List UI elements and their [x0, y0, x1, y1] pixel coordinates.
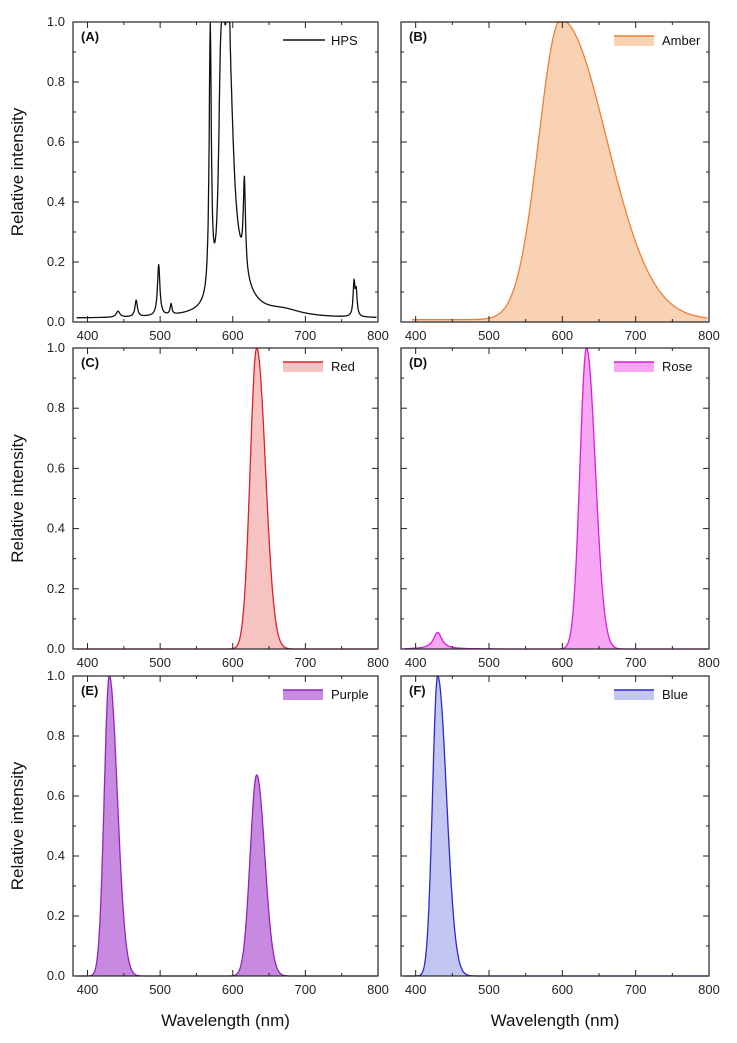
y-tick-label: 1.0: [47, 668, 65, 683]
x-tick-label: 500: [149, 982, 171, 997]
y-tick-label: 0.4: [47, 848, 65, 863]
x-tick-label: 400: [77, 982, 99, 997]
x-tick-label: 400: [77, 328, 99, 343]
series-line: [76, 21, 377, 319]
x-tick-label: 500: [478, 982, 500, 997]
series-area: [404, 348, 708, 649]
y-axis-title: Relative intensity: [8, 761, 27, 890]
series-line: [404, 347, 708, 650]
legend-label: HPS: [331, 33, 358, 48]
y-tick-label: 0.8: [47, 400, 65, 415]
x-tick-label: 400: [405, 982, 427, 997]
panel-5: 400 500 600 700 800 0.0 0.2 0.4 0.6 0.8 1.0 Relativ…: [8, 668, 389, 1030]
plot-frame: [72, 347, 379, 650]
y-tick-label: 0.2: [47, 254, 65, 269]
y-tick-label: 0.4: [47, 521, 65, 536]
x-tick-label: 700: [295, 328, 317, 343]
series-area: [412, 22, 708, 322]
legend-swatch: [614, 690, 654, 700]
y-axis-title: Relative intensity: [8, 434, 27, 563]
legend-swatch: [614, 36, 654, 46]
x-axis-title: Wavelength (nm): [491, 1011, 620, 1030]
x-tick-label: 800: [367, 982, 389, 997]
y-tick-label: 0.8: [47, 74, 65, 89]
legend-label: Amber: [662, 33, 701, 48]
series-area: [404, 676, 708, 976]
x-tick-label: 600: [222, 982, 244, 997]
x-tick-label: 600: [551, 328, 573, 343]
panel-label: (A): [81, 29, 99, 44]
legend-label: Red: [331, 359, 355, 374]
x-tick-label: 700: [295, 982, 317, 997]
legend-swatch: [283, 690, 323, 700]
x-tick-label: 600: [551, 982, 573, 997]
y-tick-label: 0.0: [47, 314, 65, 329]
y-tick-label: 0.0: [47, 641, 65, 656]
x-tick-label: 700: [295, 655, 317, 670]
plot-frame: [400, 347, 710, 650]
y-tick-label: 0.6: [47, 460, 65, 475]
x-tick-label: 400: [77, 655, 99, 670]
legend-swatch: [614, 362, 654, 372]
y-tick-label: 0.0: [47, 968, 65, 983]
panel-label: (C): [81, 355, 99, 370]
legend-swatch: [283, 362, 323, 372]
x-tick-label: 500: [149, 328, 171, 343]
x-tick-label: 800: [698, 328, 720, 343]
x-tick-label: 500: [149, 655, 171, 670]
x-tick-label: 500: [478, 328, 500, 343]
panel-label: (E): [81, 683, 98, 698]
x-tick-label: 500: [478, 655, 500, 670]
y-tick-label: 0.4: [47, 194, 65, 209]
y-tick-label: 0.6: [47, 788, 65, 803]
x-tick-label: 400: [405, 328, 427, 343]
x-tick-label: 800: [698, 982, 720, 997]
x-tick-label: 800: [698, 655, 720, 670]
plot-frame: [72, 21, 379, 323]
legend-label: Rose: [662, 359, 692, 374]
panel-6: 400 500 600 700 800 Wavelength (nm) (F) Blue: [400, 675, 720, 1030]
panel-label: (D): [409, 355, 427, 370]
x-tick-label: 800: [367, 328, 389, 343]
x-tick-label: 700: [625, 982, 647, 997]
y-tick-label: 1.0: [47, 340, 65, 355]
x-tick-label: 600: [551, 655, 573, 670]
x-axis-title: Wavelength (nm): [161, 1011, 290, 1030]
y-tick-label: 0.8: [47, 728, 65, 743]
x-tick-label: 700: [625, 328, 647, 343]
series-line: [76, 347, 377, 650]
x-tick-label: 600: [222, 328, 244, 343]
series-area: [76, 676, 377, 976]
y-axis-title: Relative intensity: [8, 107, 27, 236]
x-tick-label: 600: [222, 655, 244, 670]
legend-label: Purple: [331, 687, 369, 702]
panel-label: (F): [409, 683, 426, 698]
panel-1: 400 500 600 700 800 0.0 0.2 0.4 0.6 0.8 1.0 Relativ…: [8, 14, 389, 343]
series-area: [76, 348, 377, 649]
legend-label: Blue: [662, 687, 688, 702]
x-tick-label: 700: [625, 655, 647, 670]
panel-2: 400 500 600 700 800 (B) Amber: [400, 21, 720, 343]
panel-3: 400 500 600 700 800 0.0 0.2 0.4 0.6 0.8 1.0 Relativ…: [8, 340, 389, 670]
panel-label: (B): [409, 29, 427, 44]
y-tick-label: 1.0: [47, 14, 65, 29]
x-tick-label: 800: [367, 655, 389, 670]
y-tick-label: 0.2: [47, 581, 65, 596]
panel-4: 400 500 600 700 800 (D) Rose: [400, 347, 720, 670]
y-tick-label: 0.6: [47, 134, 65, 149]
y-tick-label: 0.2: [47, 908, 65, 923]
x-tick-label: 400: [405, 655, 427, 670]
